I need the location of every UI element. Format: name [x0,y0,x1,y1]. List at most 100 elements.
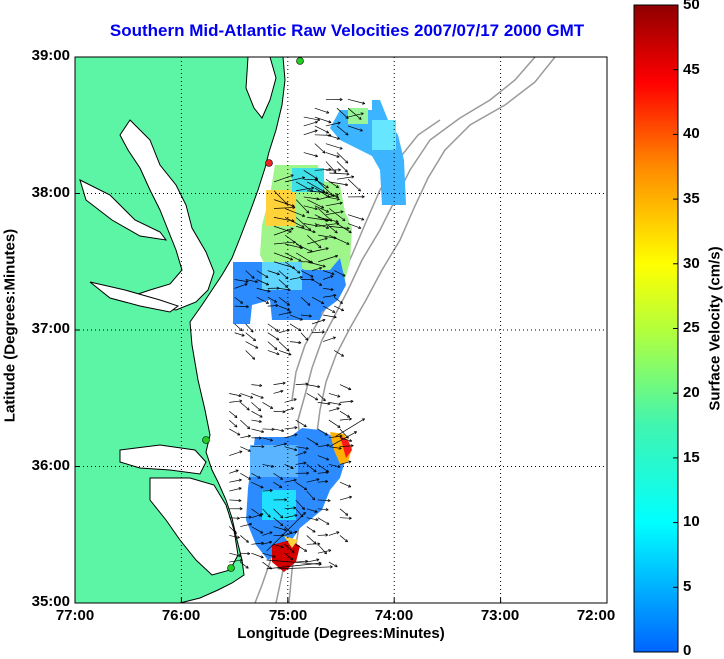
velocity-arrowhead [260,555,264,559]
velocity-arrowhead [289,530,293,534]
velocity-arrow [251,393,264,399]
velocity-arrow [267,350,280,355]
velocity-arrowhead [318,245,322,249]
velocity-arrowhead [315,442,319,446]
velocity-arrowhead [314,509,318,513]
velocity-arrowhead [346,241,350,245]
velocity-arrowhead [258,513,262,517]
velocity-arrowhead [238,393,242,398]
velocity-arrowhead [336,531,340,535]
velocity-arrowhead [284,201,289,205]
velocity-arrow [339,517,352,519]
velocity-patch-delmarva-cool [292,168,324,192]
velocity-arrowhead [252,338,257,342]
colorbar-tick-label: 45 [683,61,700,78]
velocity-arrow [323,336,336,342]
velocity-arrowhead [280,515,284,519]
velocity-arrowhead [276,352,280,356]
velocity-arrowhead [260,395,264,399]
velocity-arrow [306,437,319,446]
velocity-arrow [311,267,322,271]
velocity-arrowhead [325,185,329,189]
velocity-arrow [317,471,329,474]
velocity-arrow [339,384,352,390]
velocity-arrowhead [329,218,333,222]
velocity-arrow [335,418,365,437]
velocity-arrowhead [322,150,326,154]
velocity-arrowhead [267,514,271,518]
velocity-arrow [251,542,264,545]
velocity-arrow [303,205,318,210]
velocity-arrowhead [315,518,319,522]
axis-ticks [75,193,502,603]
velocity-arrowhead [294,514,298,518]
velocity-arrowhead [279,476,284,480]
velocity-arrowhead [248,515,252,519]
velocity-arrowhead [286,348,290,352]
velocity-arrowhead [301,224,305,228]
velocity-arrow [273,543,284,548]
x-tick-label: 73:00 [480,607,520,624]
velocity-arrowhead [314,207,318,211]
velocity-arrowhead [250,395,254,399]
velocity-arrow [328,531,340,536]
velocity-arrowhead [315,224,319,228]
velocity-arrowhead [326,225,330,229]
velocity-arrowhead [239,328,243,332]
velocity-arrow [295,544,308,552]
velocity-arrowhead [308,260,312,264]
velocity-arrowhead [258,419,262,424]
velocity-arrow [273,473,283,480]
velocity-arrowhead [272,554,276,558]
velocity-arrowhead [304,487,308,491]
velocity-arrowhead [238,478,242,482]
velocity-arrowhead [324,432,328,436]
velocity-arrowhead [245,279,249,283]
colorbar-tick-label: 30 [683,255,700,272]
velocity-arrow [240,393,254,399]
velocity-arrowhead [261,445,265,449]
velocity-arrowhead [247,448,251,452]
velocity-arrow [278,350,292,356]
velocity-arrow [273,252,293,261]
velocity-arrow [334,305,344,311]
bathymetry-contour [291,119,441,401]
velocity-arrowhead [259,383,263,388]
velocity-arrow [329,181,348,186]
velocity-arrow [306,559,320,563]
station-marker [227,564,235,572]
colorbar-tick-label: 50 [683,0,700,13]
velocity-arrowhead [274,346,278,350]
velocity-arrow [317,455,329,461]
velocity-arrowhead [358,226,362,229]
velocity-arrow [234,332,245,337]
velocity-arrowhead [348,417,352,421]
velocity-arrowhead [239,507,243,511]
colorbar-ticks [673,69,678,588]
velocity-arrowhead [293,506,297,510]
velocity-arrowhead [318,282,323,286]
velocity-arrowhead [311,186,315,190]
velocity-arrowhead [246,426,251,430]
velocity-arrowhead [258,436,262,440]
velocity-patch-delaware-core [372,120,396,150]
velocity-arrow [328,402,342,405]
velocity-arrowhead [267,289,271,293]
velocity-arrow [307,217,329,221]
velocity-arrowhead [342,218,346,222]
velocity-arrow [273,207,296,209]
velocity-arrow [284,427,298,430]
velocity-arrowhead [247,434,251,438]
colorbar-tick-label: 15 [683,449,700,466]
velocity-arrowhead [357,188,361,192]
velocity-arrow [311,279,322,286]
velocity-arrowhead [238,554,242,558]
velocity-arrow [240,435,251,439]
velocity-arrowhead [308,314,312,318]
velocity-arrow [278,296,290,306]
velocity-arrow [339,481,352,488]
velocity-arrow [347,107,362,120]
velocity-arrow [273,410,286,413]
velocity-arrowhead [293,478,297,482]
velocity-arrow [256,296,269,304]
